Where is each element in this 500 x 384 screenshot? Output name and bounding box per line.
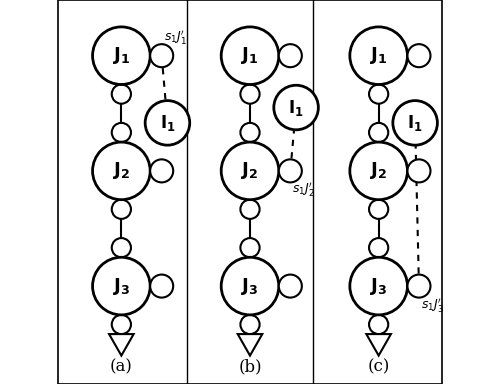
Circle shape (408, 159, 430, 182)
Circle shape (240, 238, 260, 257)
Text: $s_1J_1'$: $s_1J_1'$ (164, 28, 186, 46)
Circle shape (112, 315, 131, 334)
Text: $\mathbf{J_3}$: $\mathbf{J_3}$ (241, 276, 259, 296)
Circle shape (408, 44, 430, 67)
Circle shape (408, 275, 430, 298)
Circle shape (350, 257, 408, 315)
Circle shape (279, 159, 302, 182)
Circle shape (150, 275, 173, 298)
Circle shape (279, 275, 302, 298)
Circle shape (369, 238, 388, 257)
Circle shape (112, 200, 131, 219)
Circle shape (150, 159, 173, 182)
Text: $\mathbf{I_1}$: $\mathbf{I_1}$ (288, 98, 304, 118)
Circle shape (92, 257, 150, 315)
Text: (b): (b) (238, 358, 262, 375)
Text: $\mathbf{J_2}$: $\mathbf{J_2}$ (112, 161, 130, 181)
Circle shape (393, 101, 438, 145)
Text: $\mathbf{J_2}$: $\mathbf{J_2}$ (241, 161, 259, 181)
Text: $\mathbf{J_1}$: $\mathbf{J_1}$ (370, 45, 388, 66)
Polygon shape (366, 334, 391, 356)
Text: $\mathbf{I_1}$: $\mathbf{I_1}$ (160, 113, 175, 133)
Circle shape (150, 44, 173, 67)
Circle shape (279, 44, 302, 67)
Circle shape (350, 27, 408, 84)
Polygon shape (109, 334, 134, 356)
Text: $\mathbf{J_1}$: $\mathbf{J_1}$ (241, 45, 259, 66)
Circle shape (92, 27, 150, 84)
Circle shape (112, 123, 131, 142)
Text: $\mathbf{I_1}$: $\mathbf{I_1}$ (408, 113, 423, 133)
Circle shape (112, 238, 131, 257)
Polygon shape (238, 334, 262, 356)
Circle shape (240, 123, 260, 142)
Circle shape (221, 27, 279, 84)
Text: $\mathbf{J_3}$: $\mathbf{J_3}$ (112, 276, 130, 296)
Circle shape (240, 84, 260, 104)
Circle shape (369, 84, 388, 104)
Circle shape (240, 200, 260, 219)
Text: $\mathbf{J_3}$: $\mathbf{J_3}$ (370, 276, 388, 296)
Circle shape (92, 142, 150, 200)
Circle shape (369, 123, 388, 142)
Circle shape (350, 142, 408, 200)
Text: (c): (c) (368, 358, 390, 375)
Circle shape (369, 315, 388, 334)
Text: $\mathbf{J_1}$: $\mathbf{J_1}$ (112, 45, 130, 66)
Circle shape (221, 257, 279, 315)
Circle shape (112, 84, 131, 104)
Circle shape (221, 142, 279, 200)
Circle shape (274, 85, 318, 130)
Text: $s_1J_3'$: $s_1J_3'$ (421, 296, 444, 314)
Circle shape (369, 200, 388, 219)
Circle shape (240, 315, 260, 334)
Text: (a): (a) (110, 358, 133, 375)
Text: $s_1J_2'$: $s_1J_2'$ (292, 180, 315, 199)
Circle shape (145, 101, 190, 145)
Text: $\mathbf{J_2}$: $\mathbf{J_2}$ (370, 161, 388, 181)
